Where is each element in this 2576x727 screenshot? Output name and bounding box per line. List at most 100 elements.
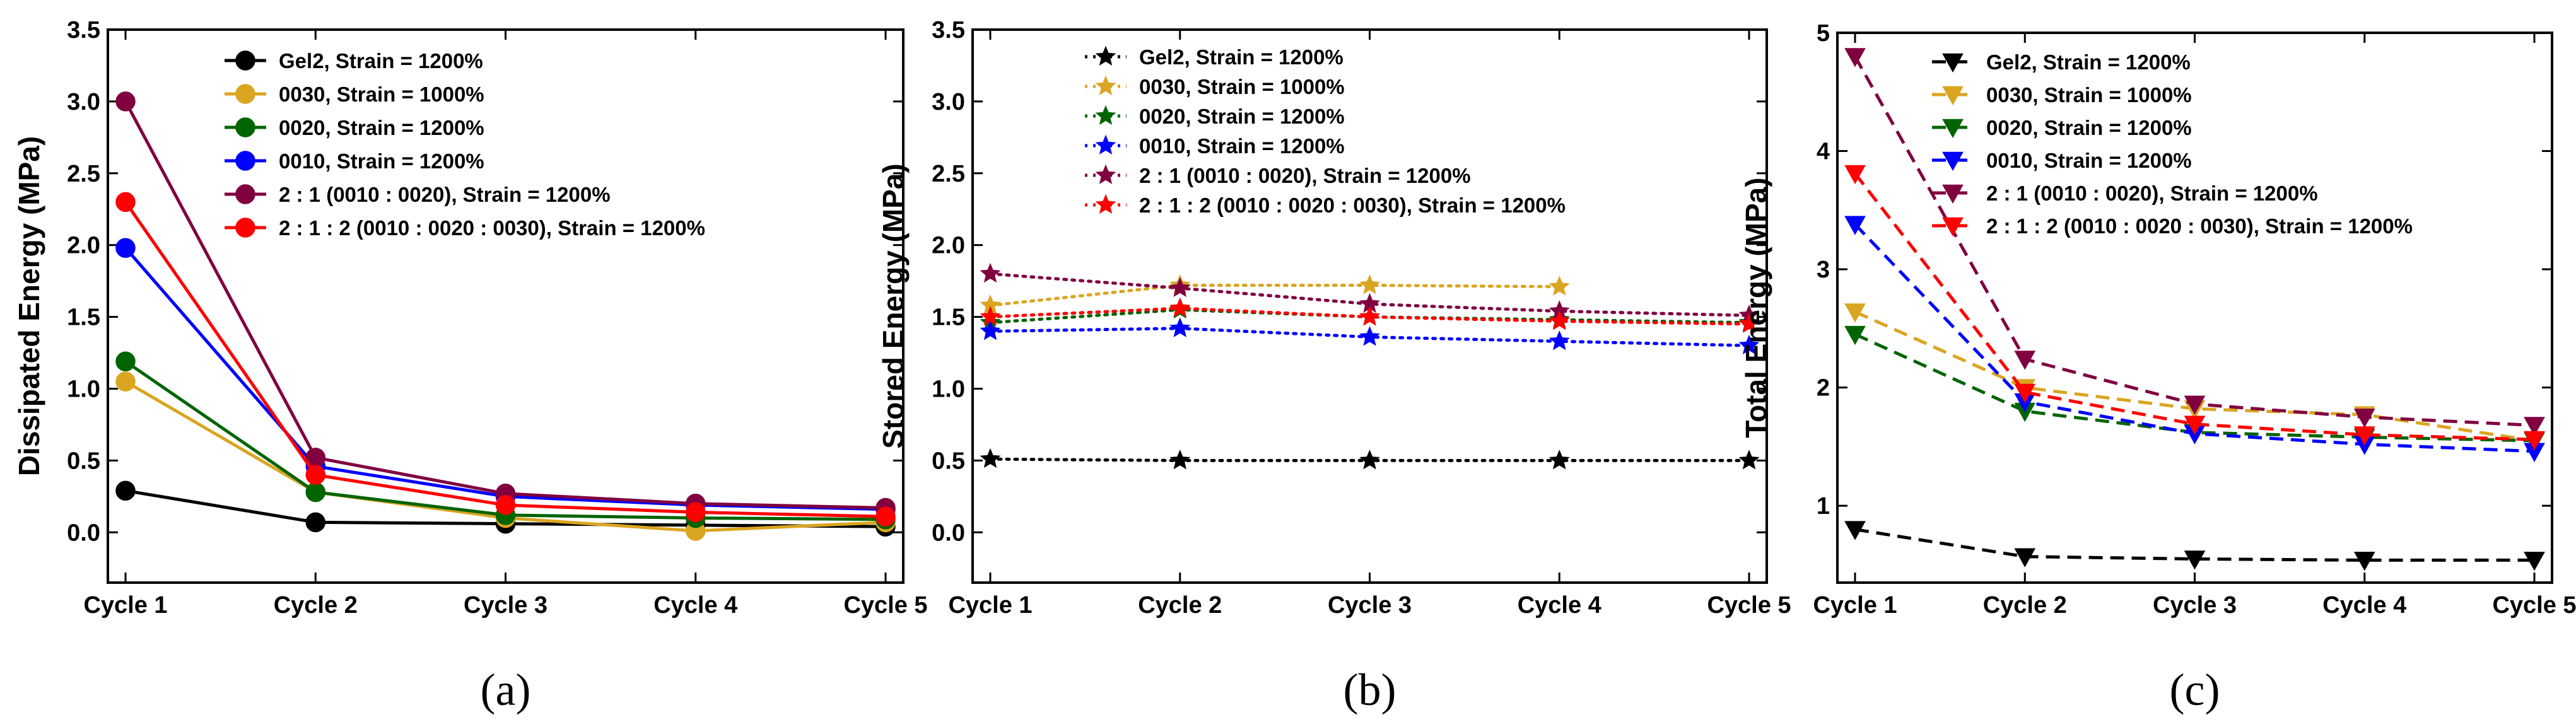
data-point [2524, 431, 2545, 451]
series-6 [980, 297, 1760, 333]
data-point [1844, 48, 1866, 67]
x-tick-label: Cycle 3 [2153, 592, 2237, 619]
y-tick-label: 0.5 [67, 448, 100, 474]
x-tick-label: Cycle 2 [274, 592, 358, 619]
data-point [1844, 325, 1866, 346]
legend-label: Gel2, Strain = 1200% [1986, 50, 2191, 74]
y-tick-label: 1.5 [932, 305, 965, 331]
y-tick-label: 3.0 [932, 89, 965, 115]
x-tick-label: Cycle 3 [464, 592, 547, 619]
data-point [2524, 417, 2545, 436]
legend-marker [235, 50, 255, 71]
series-line [124, 201, 886, 518]
chart-panel-1: 0.0 0.5 1.0 1.5 2.0 2.5 3.0 3.5 Cycle 1 Cycle 2 Cy… [13, 17, 928, 715]
y-tick-label: 5 [1817, 20, 1830, 47]
legend: Gel2, Strain = 1200% 0030, Strain = 1000%… [225, 49, 705, 240]
legend-marker [1095, 164, 1116, 184]
y-tick-label: 2.5 [67, 161, 100, 187]
series-6 [1844, 165, 2545, 451]
data-point [1844, 165, 1866, 185]
y-tick-label: 1 [1817, 493, 1830, 520]
data-point [2524, 552, 2545, 571]
legend: Gel2, Strain = 1200% 0030, Strain = 1000%… [1932, 50, 2413, 238]
legend-marker [235, 184, 255, 204]
y-tick-label: 2 [1817, 375, 1830, 402]
data-point [2353, 426, 2375, 446]
series-line [1854, 172, 2535, 441]
data-point [1169, 297, 1191, 317]
data-point [980, 306, 1001, 326]
y-tick-label: 0.0 [67, 520, 100, 546]
legend-marker [235, 117, 255, 137]
x-tick-label: Cycle 4 [1518, 592, 1601, 619]
data-point [2014, 383, 2036, 404]
x-tick-label: Cycle 5 [2492, 592, 2576, 619]
legend-marker [1942, 184, 1964, 204]
data-point [686, 502, 706, 523]
legend-label: 0020, Strain = 1200% [279, 116, 484, 139]
panel-label: (c) [2170, 665, 2220, 715]
legend-label: 0020, Strain = 1200% [1986, 116, 2192, 139]
y-tick-label: 3.5 [67, 17, 100, 44]
data-point [1738, 334, 1760, 355]
data-point [2353, 409, 2375, 428]
series-6 [115, 192, 896, 526]
data-point [1359, 306, 1380, 326]
data-point [1549, 276, 1570, 296]
legend-marker [235, 151, 255, 171]
data-point [305, 482, 325, 503]
x-tick-label: Cycle 1 [83, 592, 167, 619]
series-5 [980, 262, 1760, 325]
x-tick-label: Cycle 2 [1983, 592, 2067, 619]
legend-marker [1095, 134, 1116, 154]
series-5 [115, 91, 896, 518]
data-point [495, 495, 516, 515]
data-point [980, 448, 1001, 468]
data-point [2014, 351, 2036, 370]
data-point [1738, 313, 1760, 333]
series-4 [115, 238, 896, 520]
x-tick-label: Cycle 1 [948, 592, 1032, 619]
legend-label: 2 : 1 : 2 (0010 : 0020 : 0030), Strain =… [1986, 214, 2413, 238]
data-point [2184, 395, 2206, 415]
data-point [1359, 274, 1380, 294]
legend-label: 0030, Strain = 1000% [1986, 83, 2192, 107]
legend-marker [235, 218, 255, 238]
legend-marker [235, 84, 255, 104]
y-tick-label: 0.5 [932, 448, 965, 474]
data-point [1169, 450, 1191, 470]
data-point [115, 351, 136, 371]
panel-label: (a) [481, 665, 531, 715]
series-5 [1844, 48, 2545, 436]
chart-panel-3: 1 2 3 4 5 Cycle 1 Cycle 2 Cycle 3 Cycle 4 Cycle 5… [1740, 20, 2576, 715]
x-tick-label: Cycle 4 [2322, 592, 2406, 619]
plot-frame [1836, 32, 2553, 584]
y-tick-label: 3 [1817, 257, 1830, 283]
data-point [115, 371, 136, 392]
data-point [1844, 303, 1866, 323]
legend-label: Gel2, Strain = 1200% [279, 49, 483, 73]
legend-marker [1095, 105, 1116, 125]
legend-marker [1095, 194, 1116, 214]
data-point [115, 238, 136, 258]
legend-marker [1942, 86, 1964, 106]
series-line [1853, 55, 2535, 427]
y-axis-title: Stored Energy (MPa) [877, 163, 910, 448]
chart-panel-2: 0.0 0.5 1.0 1.5 2.0 2.5 3.0 3.5 Cycle 1 Cycle 2 Cy… [877, 17, 1791, 715]
data-point [875, 506, 896, 526]
x-tick-label: Cycle 2 [1138, 592, 1222, 619]
y-tick-label: 1.0 [932, 376, 965, 402]
data-point [2184, 550, 2206, 570]
legend-label: 0030, Strain = 1000% [279, 83, 484, 106]
legend-label: 0030, Strain = 1000% [1139, 75, 1345, 98]
legend-marker [1942, 217, 1964, 237]
panel-label: (b) [1344, 665, 1396, 715]
x-tick-label: Cycle 5 [1707, 592, 1791, 619]
legend-label: 2 : 1 (0010 : 0020), Strain = 1200% [1139, 164, 1471, 187]
x-tick-label: Cycle 5 [843, 592, 927, 619]
data-point [1844, 521, 1866, 540]
legend-marker [1942, 119, 1964, 139]
series-line [1854, 332, 2535, 443]
data-point [1359, 450, 1380, 470]
